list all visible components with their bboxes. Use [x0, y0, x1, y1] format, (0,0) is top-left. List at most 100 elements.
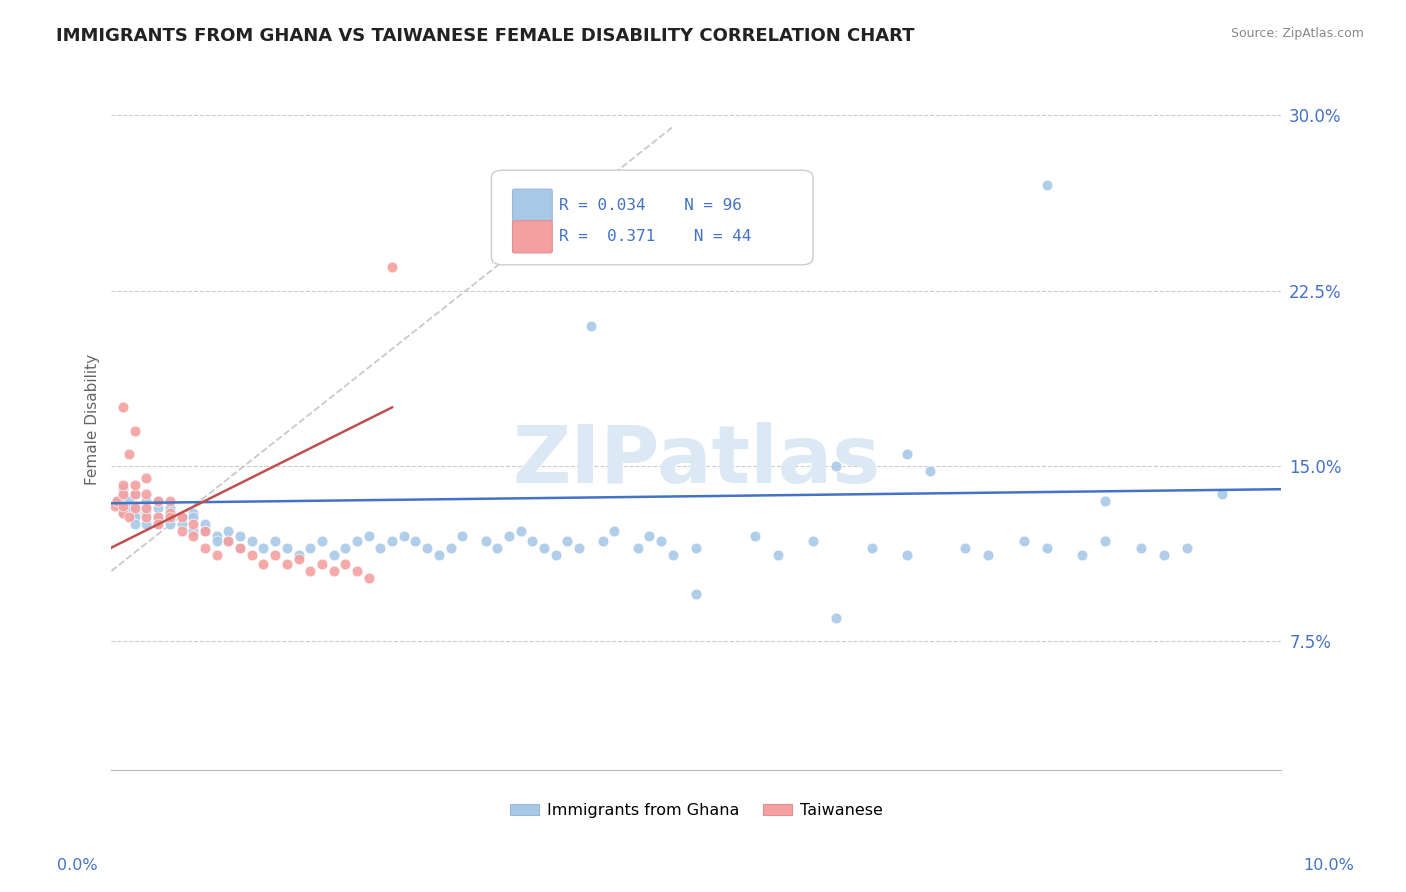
Text: R = 0.034    N = 96: R = 0.034 N = 96 — [560, 198, 742, 212]
Point — [159, 517, 181, 532]
Point — [118, 447, 141, 461]
Point — [685, 587, 707, 601]
Point — [801, 533, 824, 548]
Y-axis label: Female Disability: Female Disability — [86, 353, 100, 484]
Point — [322, 564, 344, 578]
Point — [1153, 548, 1175, 562]
Point — [953, 541, 976, 555]
Point — [1129, 541, 1152, 555]
Point — [194, 517, 217, 532]
Point — [568, 541, 591, 555]
Point — [322, 548, 344, 562]
Text: ZIPatlas: ZIPatlas — [512, 422, 880, 500]
Point — [148, 517, 170, 532]
Point — [392, 529, 415, 543]
Point — [335, 557, 357, 571]
Point — [118, 510, 141, 524]
Text: IMMIGRANTS FROM GHANA VS TAIWANESE FEMALE DISABILITY CORRELATION CHART: IMMIGRANTS FROM GHANA VS TAIWANESE FEMAL… — [56, 27, 915, 45]
Point — [148, 517, 170, 532]
Point — [159, 500, 181, 515]
Point — [112, 477, 135, 491]
Point — [638, 529, 661, 543]
Point — [124, 517, 146, 532]
Point — [650, 533, 672, 548]
Point — [276, 541, 298, 555]
Point — [1071, 548, 1094, 562]
FancyBboxPatch shape — [513, 189, 553, 221]
Point — [264, 533, 287, 548]
Point — [159, 506, 181, 520]
Point — [533, 541, 555, 555]
Point — [217, 533, 239, 548]
Point — [346, 564, 368, 578]
Legend: Immigrants from Ghana, Taiwanese: Immigrants from Ghana, Taiwanese — [503, 797, 889, 825]
Point — [194, 541, 217, 555]
Point — [896, 548, 918, 562]
Point — [240, 548, 263, 562]
Point — [276, 557, 298, 571]
Point — [977, 548, 1000, 562]
Point — [135, 470, 157, 484]
Point — [299, 564, 322, 578]
Point — [170, 517, 193, 532]
Point — [135, 487, 157, 501]
Point — [170, 510, 193, 524]
Point — [311, 533, 333, 548]
Point — [370, 541, 392, 555]
Point — [381, 533, 404, 548]
Point — [118, 500, 141, 515]
Point — [112, 401, 135, 415]
Point — [217, 524, 239, 539]
Point — [357, 529, 380, 543]
Point — [287, 548, 309, 562]
Point — [135, 510, 157, 524]
Point — [1094, 494, 1116, 508]
Point — [112, 499, 135, 513]
Point — [105, 494, 128, 508]
Point — [825, 611, 848, 625]
Text: 10.0%: 10.0% — [1303, 858, 1354, 872]
Point — [579, 318, 602, 333]
Point — [170, 524, 193, 539]
Point — [346, 533, 368, 548]
Point — [766, 548, 789, 562]
Point — [159, 494, 181, 508]
Point — [181, 517, 204, 532]
Point — [229, 541, 252, 555]
Point — [135, 500, 157, 515]
Point — [124, 500, 146, 515]
Point — [124, 424, 146, 438]
Point — [148, 494, 170, 508]
Point — [148, 500, 170, 515]
Point — [205, 529, 228, 543]
Point — [252, 541, 274, 555]
Point — [135, 517, 157, 532]
Point — [685, 541, 707, 555]
Point — [335, 541, 357, 555]
Point — [603, 524, 626, 539]
Point — [357, 571, 380, 585]
Point — [159, 506, 181, 520]
Point — [124, 487, 146, 501]
Point — [1036, 178, 1059, 193]
Point — [252, 557, 274, 571]
Point — [124, 477, 146, 491]
FancyBboxPatch shape — [513, 220, 553, 253]
Point — [159, 510, 181, 524]
Point — [522, 533, 544, 548]
Point — [661, 548, 683, 562]
Point — [194, 524, 217, 539]
Point — [124, 499, 146, 513]
Point — [148, 494, 170, 508]
Text: Source: ZipAtlas.com: Source: ZipAtlas.com — [1230, 27, 1364, 40]
Point — [860, 541, 883, 555]
Point — [229, 529, 252, 543]
Point — [311, 557, 333, 571]
Point — [381, 260, 404, 275]
Point — [181, 529, 204, 543]
Point — [1211, 487, 1233, 501]
Point — [159, 510, 181, 524]
Text: 0.0%: 0.0% — [58, 858, 97, 872]
Point — [240, 533, 263, 548]
Point — [217, 533, 239, 548]
